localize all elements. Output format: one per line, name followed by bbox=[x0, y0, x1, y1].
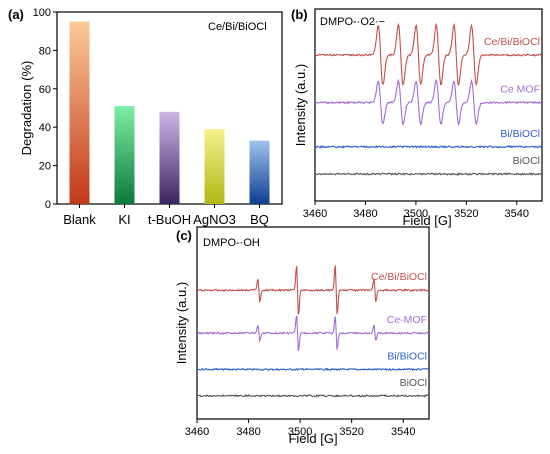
x-category-label: Blank bbox=[63, 212, 96, 227]
x-tick-label: 3520 bbox=[339, 426, 363, 438]
x-tick-label: 3480 bbox=[236, 426, 260, 438]
panel-c-frame bbox=[196, 226, 430, 420]
series-label: Ce/Bi/BiOCl bbox=[371, 271, 427, 283]
series-label: BiOCl bbox=[513, 155, 540, 167]
y-tick-label: 100 bbox=[33, 7, 51, 19]
panel-b-annotation: DMPO-·O2·− bbox=[320, 16, 385, 28]
series-label: Bi/BiOCl bbox=[500, 128, 540, 140]
x-tick-label: 3460 bbox=[303, 208, 327, 220]
y-tick-label: 20 bbox=[39, 161, 51, 173]
series-label: Ce-MOF bbox=[387, 314, 427, 326]
bar-agno3 bbox=[204, 129, 225, 204]
y-tick-label: 80 bbox=[39, 45, 51, 57]
series-line-ce-bi-biocl bbox=[314, 22, 543, 87]
x-category-label: KI bbox=[118, 212, 130, 227]
y-tick-label: 40 bbox=[39, 122, 51, 134]
bar-t-buoh bbox=[159, 111, 180, 204]
x-tick-label: 3520 bbox=[454, 208, 478, 220]
series-label: Bi/BiOCl bbox=[387, 350, 427, 362]
panel-b-epr-spectrum: (b) DMPO-·O2·− Intensity (a.u.) Field [G… bbox=[291, 7, 543, 228]
panel-c-ylabel: Intensity (a.u.) bbox=[174, 282, 189, 364]
series-label: Ce MOF bbox=[500, 84, 540, 96]
bar-blank bbox=[69, 21, 90, 204]
series-line-bi-biocl bbox=[196, 367, 429, 372]
x-tick-label: 3540 bbox=[391, 426, 415, 438]
panel-c-label: (c) bbox=[176, 228, 192, 243]
bar-ki bbox=[114, 106, 135, 204]
panel-b-ylabel: Intensity (a.u.) bbox=[293, 64, 308, 146]
bar-bq bbox=[249, 140, 270, 204]
x-tick-label: 3460 bbox=[185, 426, 209, 438]
series-line-ce-mof bbox=[196, 315, 430, 351]
series-line-biocl bbox=[196, 393, 430, 398]
y-tick-label: 60 bbox=[39, 84, 51, 96]
panel-b-frame bbox=[314, 8, 543, 202]
panel-a-annotation: Ce/Bi/BiOCl bbox=[208, 21, 267, 33]
panel-c-annotation: DMPO-·OH bbox=[203, 237, 260, 249]
panel-b-label: (b) bbox=[291, 7, 308, 22]
x-category-label: t-BuOH bbox=[148, 212, 191, 227]
panel-a-bar-chart: (a) Ce/Bi/BiOCl Degradation (%) 0 20 40 60 8… bbox=[8, 7, 283, 227]
panel-c-xlabel: Field [G] bbox=[288, 431, 337, 446]
series-label: BiOCl bbox=[400, 377, 427, 389]
y-tick-label: 0 bbox=[45, 199, 51, 211]
panel-a-ylabel: Degradation (%) bbox=[19, 61, 34, 156]
series-line-biocl bbox=[314, 172, 543, 176]
series-line-ce-bi-biocl bbox=[196, 265, 430, 315]
series-line-ce-mof bbox=[314, 78, 543, 127]
x-category-label: BQ bbox=[250, 212, 269, 227]
panel-c-epr-spectrum: (c) DMPO-·OH Intensity (a.u.) Field [G] … bbox=[174, 226, 430, 446]
series-label: Ce/Bi/BiOCl bbox=[484, 36, 540, 48]
x-tick-label: 3500 bbox=[404, 208, 428, 220]
panel-b-xlabel: Field [G] bbox=[402, 213, 451, 228]
series-line-bi-biocl bbox=[315, 144, 542, 149]
x-tick-label: 3540 bbox=[505, 208, 529, 220]
x-tick-label: 3500 bbox=[288, 426, 312, 438]
x-tick-label: 3480 bbox=[353, 208, 377, 220]
x-category-label: AgNO3 bbox=[193, 212, 236, 227]
panel-a-label: (a) bbox=[8, 7, 24, 22]
